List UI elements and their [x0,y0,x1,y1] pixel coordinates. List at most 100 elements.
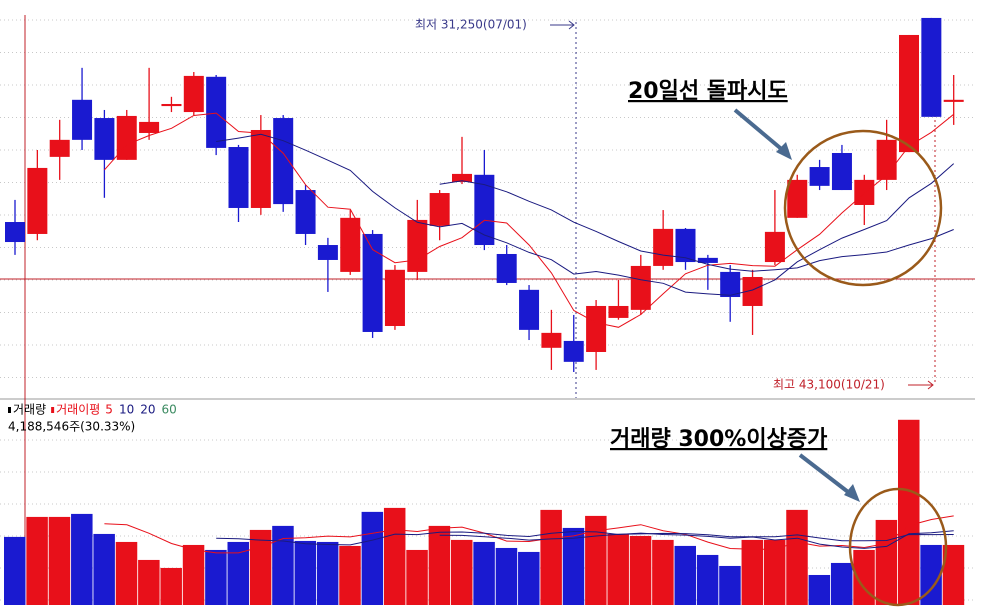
candle-body [116,115,137,160]
volume-bar [540,509,562,605]
volume-bar [383,507,406,605]
candle-body [720,271,741,298]
candle-body [831,152,852,191]
highlight-circle [783,129,943,287]
candle-body [5,222,25,243]
volume-bar [138,559,160,605]
volume-bar [652,539,674,605]
candle-body [340,217,361,272]
candle-body [317,245,338,260]
candle-body [541,332,562,348]
legend-period: 20 [140,403,155,417]
arrow-head [776,142,792,160]
candle-body [697,257,718,263]
volume-bar [160,567,182,605]
volume-bar [4,536,26,605]
candle-body [161,103,182,107]
volume-bar [786,509,808,605]
volume-bar [294,540,317,605]
candle-body [496,253,517,283]
volume-bar [205,549,227,605]
volume-ma-line [104,515,954,554]
candle-body [764,231,785,263]
candle-body [876,139,897,180]
candle-body [563,340,584,362]
volume-bar [763,539,786,605]
volume-bar [942,544,965,605]
highlight-circle [848,487,948,607]
legend-period: 60 [162,403,177,417]
candle-body [854,179,875,205]
volume-bar [115,541,138,605]
high-arrow [908,380,934,390]
candle-body [630,265,651,310]
candle-body [586,305,607,352]
candle-body [139,121,160,133]
candle-body [27,167,48,234]
volume-bar [830,562,853,605]
candle-body [72,99,93,140]
price-ma-line [104,112,955,328]
volume-legend: 거래량 거래이평 5 10 20 60 [8,403,177,417]
candle-body [899,34,919,153]
volume-note: 거래량 300%이상증가 [610,427,827,452]
volume-bar [428,525,451,605]
legend-period: 5 [105,403,113,417]
volume-bar [696,554,719,605]
candle-body [943,99,964,102]
volume-bar [741,539,764,605]
candle-body [474,174,495,246]
price-ma-line [439,180,954,272]
volume-bar [451,539,473,605]
candle-body [49,139,70,157]
volume-bar [495,547,518,605]
volume-ma-line [216,530,954,549]
candle-body [921,17,942,117]
candle-body [608,305,629,318]
marks [4,17,965,605]
volume-bar [249,529,272,605]
volume-bar [227,541,249,605]
candle-body [250,129,271,208]
candle-body [273,118,294,205]
volume-bar [473,541,495,605]
legend-label: 거래량 [13,403,46,417]
legend-swatch [51,407,55,413]
volume-bar [853,549,875,605]
candle-body [362,233,383,332]
legend-label: 거래이평 [56,403,100,417]
volume-last-label: 4,188,546주(30.33%) [8,420,135,434]
volume-bar [182,544,205,605]
volume-bar [920,544,942,605]
candle-body [206,76,227,148]
price-ma-line [216,133,955,296]
volume-bar [339,545,361,605]
volume-bar [808,574,831,605]
legend-period: 10 [119,403,134,417]
volume-bar [898,419,920,605]
volume-bar [316,541,339,605]
candle-body [519,289,540,330]
volume-bar [361,511,384,605]
candle-body [675,228,696,263]
volume-bar [607,533,629,605]
candle-body [429,193,450,226]
legend-swatch [8,407,11,413]
volume-bar [93,533,115,605]
volume-bar [48,516,71,605]
volume-bar [629,535,652,605]
volume-bar [26,516,48,605]
breakout-note: 20일선 돌파시도 [628,79,788,104]
candle-body [787,179,808,218]
volume-bar [875,519,898,605]
volume-bar [674,545,696,605]
candle-body [94,118,115,160]
low-label: 최저 31,250(07/01) [415,18,527,32]
volume-bar [406,549,428,605]
candle-body [295,190,316,234]
volume-bar [71,513,93,605]
volume-bar [585,515,607,605]
candle-body [742,276,763,306]
